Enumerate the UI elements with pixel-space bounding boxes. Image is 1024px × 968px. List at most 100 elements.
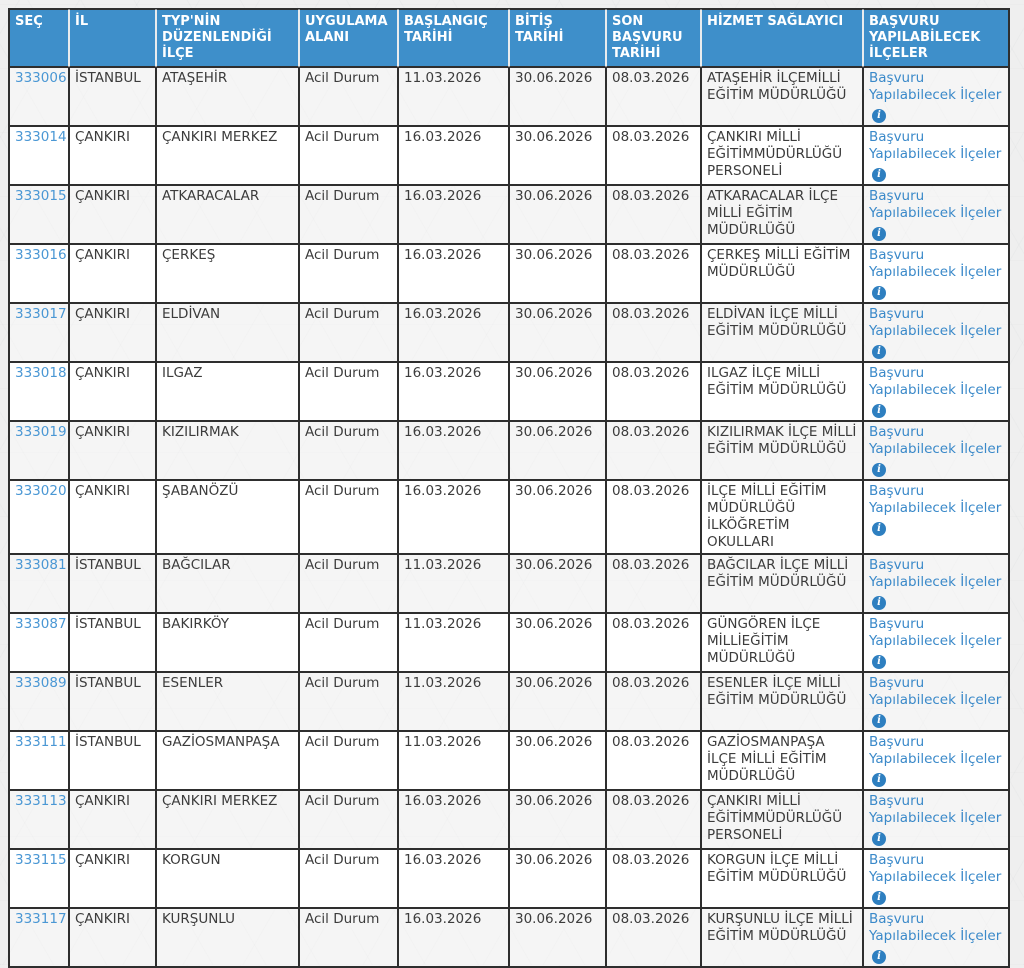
cell-ilce: ÇERKEŞ <box>156 244 299 303</box>
cell-basvuru-ilceler: Başvuru Yapılabilecek İlçeler i <box>863 244 1009 303</box>
cell-bitis-tarihi: 30.06.2026 <box>509 126 606 185</box>
apply-districts-link[interactable]: Başvuru Yapılabilecek İlçeler i <box>869 70 1001 123</box>
cell-baslangic-tarihi: 16.03.2026 <box>398 480 509 554</box>
program-id-link[interactable]: 333115 <box>15 852 67 868</box>
table-row: 333015 ÇANKIRI ATKARACALAR Acil Durum 16… <box>9 185 1009 244</box>
cell-son-basvuru-tarihi: 08.03.2026 <box>606 244 701 303</box>
apply-districts-link[interactable]: Başvuru Yapılabilecek İlçeler i <box>869 557 1001 610</box>
info-icon[interactable]: i <box>872 286 886 300</box>
apply-districts-link-label: Başvuru Yapılabilecek İlçeler <box>869 616 1002 649</box>
cell-basvuru-ilceler: Başvuru Yapılabilecek İlçeler i <box>863 67 1009 126</box>
program-id-link[interactable]: 333117 <box>15 911 67 927</box>
apply-districts-link[interactable]: Başvuru Yapılabilecek İlçeler i <box>869 793 1001 846</box>
apply-districts-link[interactable]: Başvuru Yapılabilecek İlçeler i <box>869 616 1002 669</box>
apply-districts-link[interactable]: Başvuru Yapılabilecek İlçeler i <box>869 734 1001 787</box>
cell-son-basvuru-tarihi: 08.03.2026 <box>606 185 701 244</box>
cell-sec: 333014 <box>9 126 69 185</box>
program-id-link[interactable]: 333006 <box>15 70 67 86</box>
program-id-link[interactable]: 333014 <box>15 129 67 145</box>
apply-districts-link[interactable]: Başvuru Yapılabilecek İlçeler i <box>869 306 1002 359</box>
apply-districts-link[interactable]: Başvuru Yapılabilecek İlçeler i <box>869 247 1002 300</box>
program-id-link[interactable]: 333016 <box>15 247 67 263</box>
cell-hizmet-saglayici: KURŞUNLU İLÇE MİLLİ EĞİTİM MÜDÜRLÜĞÜ <box>701 908 863 967</box>
apply-districts-link[interactable]: Başvuru Yapılabilecek İlçeler i <box>869 129 1002 182</box>
cell-hizmet-saglayici: ÇANKIRI MİLLİ EĞİTİMMÜDÜRLÜĞÜ PERSONELİ <box>701 126 863 185</box>
info-icon[interactable]: i <box>872 463 886 477</box>
cell-uygulama-alani: Acil Durum <box>299 554 398 613</box>
header-bitis-tarihi: BİTİŞ TARİHİ <box>509 9 606 67</box>
program-id-link[interactable]: 333087 <box>15 616 67 632</box>
apply-districts-link-label: Başvuru Yapılabilecek İlçeler <box>869 306 1002 339</box>
info-icon[interactable]: i <box>872 404 886 418</box>
cell-baslangic-tarihi: 16.03.2026 <box>398 908 509 967</box>
apply-districts-link[interactable]: Başvuru Yapılabilecek İlçeler i <box>869 911 1002 964</box>
program-id-link[interactable]: 333113 <box>15 793 67 809</box>
info-icon[interactable]: i <box>872 950 886 964</box>
info-icon[interactable]: i <box>872 891 886 905</box>
cell-basvuru-ilceler: Başvuru Yapılabilecek İlçeler i <box>863 185 1009 244</box>
cell-hizmet-saglayici: İLÇE MİLLİ EĞİTİM MÜDÜRLÜĞÜ İLKÖĞRETİM O… <box>701 480 863 554</box>
table-row: 333020 ÇANKIRI ŞABANÖZÜ Acil Durum 16.03… <box>9 480 1009 554</box>
program-id-link[interactable]: 333089 <box>15 675 67 691</box>
info-icon[interactable]: i <box>872 714 886 728</box>
info-icon[interactable]: i <box>872 168 886 182</box>
program-id-link[interactable]: 333111 <box>15 734 67 750</box>
info-icon[interactable]: i <box>872 832 886 846</box>
apply-districts-link-label: Başvuru Yapılabilecek İlçeler <box>869 129 1002 162</box>
cell-bitis-tarihi: 30.06.2026 <box>509 731 606 790</box>
apply-districts-link[interactable]: Başvuru Yapılabilecek İlçeler i <box>869 424 1001 477</box>
apply-districts-link[interactable]: Başvuru Yapılabilecek İlçeler i <box>869 483 1001 536</box>
cell-hizmet-saglayici: ATKARACALAR İLÇE MİLLİ EĞİTİM MÜDÜRLÜĞÜ <box>701 185 863 244</box>
cell-baslangic-tarihi: 16.03.2026 <box>398 362 509 421</box>
cell-il: ÇANKIRI <box>69 126 156 185</box>
info-icon[interactable]: i <box>872 773 886 787</box>
table-row: 333019 ÇANKIRI KIZILIRMAK Acil Durum 16.… <box>9 421 1009 480</box>
header-uygulama-alani: UYGULAMA ALANI <box>299 9 398 67</box>
cell-ilce: KORGUN <box>156 849 299 908</box>
cell-hizmet-saglayici: ESENLER İLÇE MİLLİ EĞİTİM MÜDÜRLÜĞÜ <box>701 672 863 731</box>
apply-districts-link[interactable]: Başvuru Yapılabilecek İlçeler i <box>869 188 1001 241</box>
cell-uygulama-alani: Acil Durum <box>299 480 398 554</box>
table-row: 333087 İSTANBUL BAKIRKÖY Acil Durum 11.0… <box>9 613 1009 672</box>
cell-il: ÇANKIRI <box>69 244 156 303</box>
cell-il: İSTANBUL <box>69 731 156 790</box>
cell-sec: 333006 <box>9 67 69 126</box>
program-id-link[interactable]: 333019 <box>15 424 67 440</box>
cell-basvuru-ilceler: Başvuru Yapılabilecek İlçeler i <box>863 362 1009 421</box>
apply-districts-link[interactable]: Başvuru Yapılabilecek İlçeler i <box>869 852 1002 905</box>
cell-baslangic-tarihi: 16.03.2026 <box>398 303 509 362</box>
cell-hizmet-saglayici: GÜNGÖREN İLÇE MİLLİEĞİTİM MÜDÜRLÜĞÜ <box>701 613 863 672</box>
cell-il: ÇANKIRI <box>69 908 156 967</box>
apply-districts-link[interactable]: Başvuru Yapılabilecek İlçeler i <box>869 675 1001 728</box>
cell-ilce: ÇANKIRI MERKEZ <box>156 126 299 185</box>
program-id-link[interactable]: 333015 <box>15 188 67 204</box>
cell-il: ÇANKIRI <box>69 421 156 480</box>
apply-districts-link-label: Başvuru Yapılabilecek İlçeler <box>869 911 1002 944</box>
info-icon[interactable]: i <box>872 522 886 536</box>
program-id-link[interactable]: 333020 <box>15 483 67 499</box>
info-icon[interactable]: i <box>872 109 886 123</box>
cell-il: İSTANBUL <box>69 554 156 613</box>
program-id-link[interactable]: 333017 <box>15 306 67 322</box>
cell-sec: 333017 <box>9 303 69 362</box>
info-icon[interactable]: i <box>872 655 886 669</box>
cell-uygulama-alani: Acil Durum <box>299 67 398 126</box>
info-icon[interactable]: i <box>872 227 886 241</box>
cell-bitis-tarihi: 30.06.2026 <box>509 613 606 672</box>
cell-baslangic-tarihi: 11.03.2026 <box>398 731 509 790</box>
apply-districts-link-label: Başvuru Yapılabilecek İlçeler <box>869 247 1002 280</box>
apply-districts-link-label: Başvuru Yapılabilecek İlçeler <box>869 852 1002 885</box>
cell-ilce: KURŞUNLU <box>156 908 299 967</box>
cell-bitis-tarihi: 30.06.2026 <box>509 67 606 126</box>
cell-sec: 333111 <box>9 731 69 790</box>
program-id-link[interactable]: 333081 <box>15 557 67 573</box>
info-icon[interactable]: i <box>872 596 886 610</box>
cell-uygulama-alani: Acil Durum <box>299 244 398 303</box>
apply-districts-link[interactable]: Başvuru Yapılabilecek İlçeler i <box>869 365 1001 418</box>
cell-uygulama-alani: Acil Durum <box>299 303 398 362</box>
header-sec: SEÇ <box>9 9 69 67</box>
cell-basvuru-ilceler: Başvuru Yapılabilecek İlçeler i <box>863 790 1009 849</box>
program-id-link[interactable]: 333018 <box>15 365 67 381</box>
cell-sec: 333018 <box>9 362 69 421</box>
info-icon[interactable]: i <box>872 345 886 359</box>
